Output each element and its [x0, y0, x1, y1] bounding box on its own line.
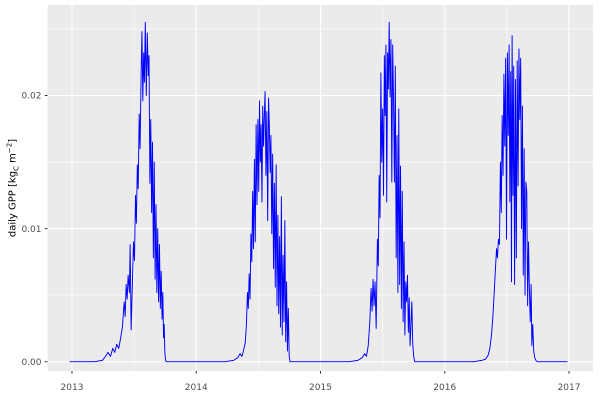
x-tick-label: 2014	[185, 383, 208, 393]
y-axis-title-close: ]	[7, 138, 19, 143]
y-axis-title-subscript: C	[12, 166, 21, 171]
y-tick-label: 0.00	[21, 358, 41, 368]
x-tick-label: 2015	[309, 383, 332, 393]
y-tick-label: 0.02	[21, 92, 41, 102]
axis-tick-labels: 2013 2014 2015 2016 2017 0.00 0.01 0.02	[21, 92, 580, 393]
series-line	[69, 21, 568, 363]
x-tick-label: 2016	[433, 383, 456, 393]
gpp-line-series	[69, 21, 568, 363]
y-tick-label: 0.01	[21, 225, 41, 235]
major-gridlines	[47, 5, 593, 371]
y-axis-title-superscript: −2	[5, 142, 14, 154]
axis-ticks	[44, 95, 570, 374]
x-tick-label: 2013	[61, 383, 84, 393]
y-axis-title-text: daily GPP [kg	[7, 170, 19, 238]
y-axis-title: daily GPP [kgC m−2]	[5, 139, 20, 237]
y-axis-title-mid: m	[7, 153, 19, 167]
x-tick-label: 2017	[558, 383, 581, 393]
